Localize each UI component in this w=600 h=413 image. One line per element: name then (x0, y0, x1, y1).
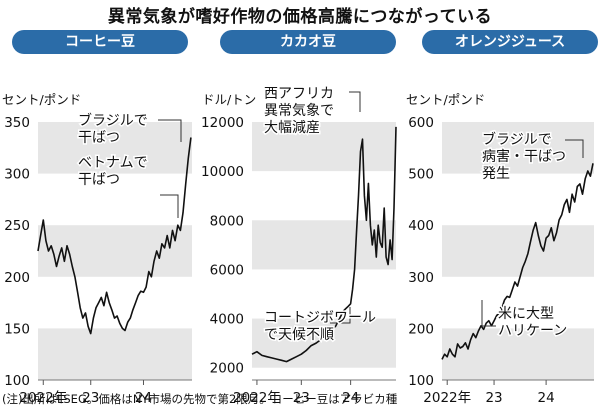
panel-header-cocoa: カカオ豆 (220, 30, 396, 54)
annotation-text: 大幅減産 (264, 119, 320, 136)
y-tick-label: 600 (408, 115, 434, 131)
x-tick-label: 2022年 (19, 390, 67, 406)
grid-band (442, 122, 594, 174)
y-tick-label: 200 (4, 270, 30, 286)
chart-cocoa: ドル/トン 2000 4000 6000 8000 10000 12000 2022年 23 24… (201, 85, 397, 406)
annotation-leader (565, 139, 584, 158)
y-tick-label: 10000 (201, 164, 244, 180)
series-line (37, 137, 192, 335)
panel-header-coffee: コーヒー豆 (12, 30, 188, 54)
chart-panel-coffee: コーヒー豆 セント/ポンド 100 150 200 250 300 350 2022年 23 24… (0, 30, 200, 406)
x-tick-label: 23 (293, 390, 310, 406)
annotation-text: 異常気象で (264, 103, 334, 119)
grid-band (442, 225, 594, 277)
unit-label: セント/ポンド (2, 92, 81, 107)
annotation-leader (349, 91, 361, 112)
y-tick-label: 250 (4, 218, 30, 234)
annotation-text: ベトナムで (78, 155, 148, 171)
x-tick-label: 23 (485, 390, 502, 406)
series-line (251, 126, 397, 363)
main-title: 異常気象が嗜好作物の価格高騰につながっている (107, 7, 493, 27)
chart-orange-juice: セント/ポンド 100 200 300 400 500 600 2022年 23 24 ブラジルで病… (406, 92, 594, 406)
grid-band (38, 225, 192, 277)
footnote: (注)出所はLSEG。価格はNY市場の先物で第2限月。コーヒー豆はアラビカ種 (2, 392, 398, 406)
annotation-text: 米に大型 (498, 306, 554, 322)
y-tick-label: 500 (408, 167, 434, 183)
x-tick-label: 24 (538, 390, 555, 406)
x-tick-label: 24 (342, 390, 359, 406)
y-tick-label: 6000 (210, 262, 244, 278)
x-tick-label: 2022年 (233, 390, 281, 406)
annotation-leader (160, 194, 179, 218)
y-tick-label: 150 (4, 321, 30, 337)
annotation-text: 病害・干ばつ (482, 149, 566, 165)
annotation-text: 干ばつ (78, 130, 120, 146)
y-tick-label: 12000 (201, 115, 244, 131)
unit-label: セント/ポンド (406, 92, 485, 107)
grid-band (252, 122, 396, 172)
grid-band (442, 328, 594, 380)
y-tick-label: 350 (4, 115, 30, 131)
chart-panel-orange-juice: オレンジジュース セント/ポンド 100 200 300 400 500 600 2022年 2… (400, 30, 600, 406)
y-tick-label: 4000 (210, 312, 244, 328)
x-tick-label: 23 (82, 390, 99, 406)
grid-band (252, 220, 396, 270)
annotation-text: 西アフリカ (264, 86, 334, 102)
grid-band (38, 122, 192, 174)
annotation-text: ハリケーン (498, 323, 567, 339)
x-tick-label: 24 (135, 390, 152, 406)
unit-label: ドル/トン (202, 92, 256, 107)
annotation-leader (481, 300, 496, 327)
y-tick-label: 8000 (210, 213, 244, 229)
series-line (441, 163, 594, 360)
annotation-text: コートジボワール (264, 310, 376, 326)
annotation-leader (330, 307, 351, 324)
panel-header-orange-juice: オレンジジュース (422, 30, 598, 54)
chart-panel-cocoa: カカオ豆 ドル/トン 2000 4000 6000 8000 10000 12000 2022… (200, 30, 400, 406)
x-tick-label: 2022年 (423, 390, 471, 406)
y-tick-label: 2000 (210, 361, 244, 377)
grid-band (38, 328, 192, 380)
annotation-text: 干ばつ (78, 172, 120, 188)
y-tick-label: 100 (4, 373, 30, 389)
annotation-leader (158, 119, 182, 142)
annotation-text: ブラジルで (78, 112, 148, 129)
y-tick-label: 300 (408, 270, 434, 286)
y-tick-label: 300 (4, 167, 30, 183)
y-tick-label: 400 (408, 218, 434, 234)
annotation-text: 発生 (482, 166, 510, 182)
y-tick-label: 200 (408, 321, 434, 337)
annotation-text: で天候不順 (264, 327, 334, 343)
y-tick-label: 100 (408, 373, 434, 389)
annotation-text: ブラジルで (482, 131, 552, 148)
